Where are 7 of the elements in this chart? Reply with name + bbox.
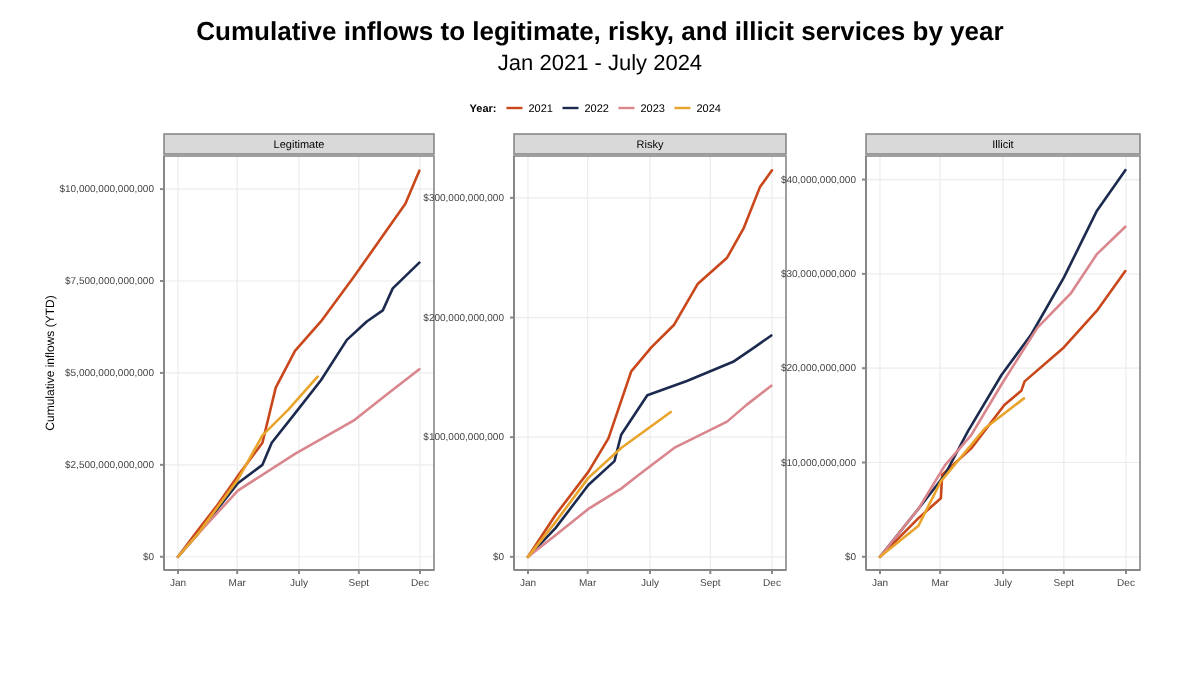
line-series xyxy=(526,169,774,559)
line-series xyxy=(176,375,319,559)
text: Cumulative inflows to legitimate, risky, and illicit services by year xyxy=(196,16,1004,46)
line-series xyxy=(878,397,1026,559)
line-series xyxy=(526,384,773,559)
text: Jan 2021 - July 2024 xyxy=(497,52,703,76)
line-series xyxy=(526,410,673,559)
